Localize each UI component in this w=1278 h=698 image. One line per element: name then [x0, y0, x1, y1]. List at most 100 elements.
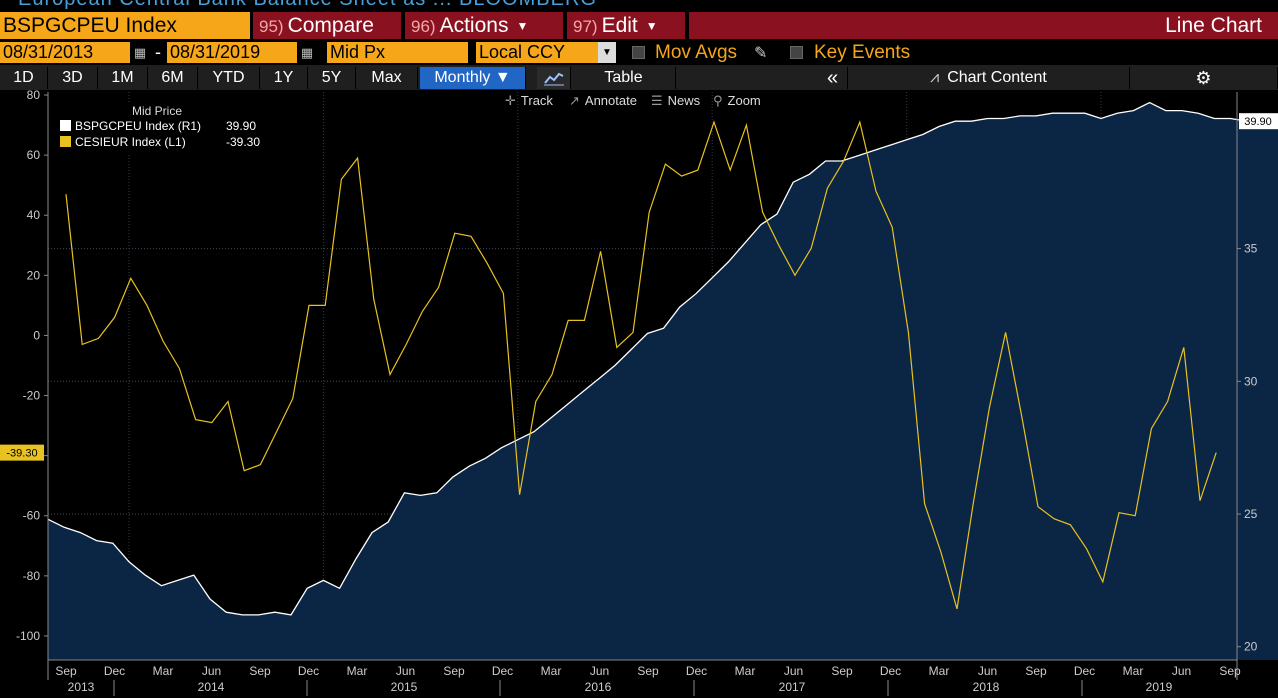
zoom-tool[interactable]: ⚲ Zoom [713, 91, 761, 111]
range-1d-button[interactable]: 1D [0, 67, 48, 89]
end-calendar-icon[interactable]: ▦ [300, 45, 314, 60]
price-field-select[interactable]: Mid Px [327, 42, 468, 63]
table-button[interactable]: Table [572, 67, 676, 89]
left-tick-label: 40 [27, 208, 41, 222]
range-3d-button[interactable]: 3D [48, 67, 98, 89]
mov-avgs-checkbox[interactable] [632, 46, 645, 59]
range-1m-button[interactable]: 1M [98, 67, 148, 89]
x-tick-label: Jun [202, 664, 221, 678]
actions-menu-button[interactable]: 96) Actions ▼ [405, 12, 563, 39]
right-tick-label: 35 [1244, 242, 1258, 256]
ticker-input[interactable]: BSPGCPEU Index [0, 12, 250, 39]
currency-select[interactable]: Local CCY [476, 42, 598, 63]
chart-content-icon: ⩘ [930, 69, 940, 86]
x-tick-label: Dec [104, 664, 125, 678]
line-chart-icon[interactable] [537, 67, 571, 89]
date-separator: - [155, 42, 161, 62]
x-tick-label: Jun [1172, 664, 1191, 678]
currency-dropdown-icon[interactable]: ▼ [598, 42, 616, 63]
x-tick-label: Jun [978, 664, 997, 678]
legend-swatch-white [60, 120, 71, 131]
legend-value: 39.90 [226, 119, 257, 133]
left-tick-label: 60 [27, 148, 41, 162]
annotate-icon: ↗ [569, 93, 580, 108]
left-tick-label: 0 [33, 328, 40, 342]
left-tick-label: -80 [23, 569, 41, 583]
range-toolbar: 1D 3D 1M 6M YTD 1Y 5Y Max Monthly ▼ Tabl… [0, 65, 1278, 90]
x-year-label: 2014 [198, 680, 225, 694]
range-1y-button[interactable]: 1Y [260, 67, 308, 89]
news-label: News [667, 93, 701, 108]
annotate-label: Annotate [584, 93, 637, 108]
x-year-label: 2018 [973, 680, 1000, 694]
track-icon: ✛ [505, 93, 516, 108]
x-tick-label: Dec [880, 664, 901, 678]
x-tick-label: Sep [55, 664, 77, 678]
left-tick-label: -20 [23, 389, 41, 403]
actions-number: 96) [411, 17, 436, 36]
start-calendar-icon[interactable]: ▦ [133, 45, 147, 60]
compare-label: Compare [287, 14, 374, 37]
annotate-tool[interactable]: ↗ Annotate [569, 91, 637, 111]
window-title-strip: European Central Bank Balance Sheet as .… [0, 0, 1278, 11]
compare-number: 95) [259, 17, 284, 36]
settings-gear-icon[interactable]: ⚙ [1130, 67, 1278, 89]
edit-label: Edit [601, 14, 638, 37]
x-tick-label: Jun [590, 664, 609, 678]
period-select[interactable]: Monthly ▼ [420, 67, 526, 89]
legend-item-cesieur[interactable]: CESIEUR Index (L1) -39.30 [60, 135, 260, 150]
chart-legend: Mid Price BSPGCPEU Index (R1) 39.90 CESIE… [56, 103, 266, 153]
right-last-value: 39.90 [1244, 116, 1272, 128]
legend-swatch-yellow [60, 136, 71, 147]
title-bar-fill [689, 12, 1278, 39]
cesieur-line [65, 120, 1217, 610]
compare-button[interactable]: 95) Compare [253, 12, 401, 39]
collapse-icon[interactable]: « [818, 67, 848, 89]
key-events-label[interactable]: Key Events [814, 42, 911, 63]
bspgcpeu-series-line [47, 101, 1278, 616]
edit-menu-button[interactable]: 97) Edit ▼ [567, 12, 685, 39]
chart-type-label[interactable]: Line Chart [1165, 14, 1262, 37]
start-date-field[interactable]: 08/31/2013 [0, 42, 130, 63]
mov-avgs-label[interactable]: Mov Avgs [655, 42, 738, 63]
x-year-label: 2013 [68, 680, 95, 694]
key-events-checkbox[interactable] [790, 46, 803, 59]
x-tick-label: Jun [784, 664, 803, 678]
parameter-bar: 08/31/2013 ▦ - 08/31/2019 ▦ Mid Px Local… [0, 40, 1278, 65]
track-tool[interactable]: ✛ Track [505, 91, 553, 111]
window-title: European Central Bank Balance Sheet as .… [18, 0, 597, 11]
x-year-label: 2019 [1146, 680, 1173, 694]
x-tick-label: Mar [541, 664, 562, 678]
pencil-icon[interactable]: ✎ [754, 45, 768, 62]
right-tick-label: 30 [1244, 374, 1258, 388]
chart-content-label: Chart Content [947, 69, 1047, 86]
left-last-value-flag [0, 444, 44, 461]
x-tick-label: Sep [249, 664, 271, 678]
legend-item-bspgcpeu[interactable]: BSPGCPEU Index (R1) 39.90 [60, 119, 256, 134]
left-tick-label: 80 [27, 90, 41, 102]
range-5y-button[interactable]: 5Y [308, 67, 356, 89]
x-tick-label: Dec [298, 664, 319, 678]
line-chart[interactable]: 806040200-20-40-60-80-1003530252039.90-3… [0, 90, 1278, 698]
x-tick-label: Sep [1025, 664, 1047, 678]
chart-content-button[interactable]: ⩘ Chart Content [848, 67, 1130, 89]
x-tick-label: Jun [396, 664, 415, 678]
range-ytd-button[interactable]: YTD [198, 67, 260, 89]
range-max-button[interactable]: Max [356, 67, 418, 89]
end-date-field[interactable]: 08/31/2019 [167, 42, 297, 63]
left-last-value: -39.30 [6, 448, 37, 460]
zoom-label: Zoom [727, 93, 761, 108]
left-tick-label: -60 [23, 509, 41, 523]
edit-caret-icon: ▼ [645, 18, 658, 33]
x-year-label: 2017 [779, 680, 806, 694]
left-tick-label: 20 [27, 268, 41, 282]
x-tick-label: Dec [1074, 664, 1095, 678]
legend-value: -39.30 [226, 135, 261, 149]
news-icon: ☰ [651, 93, 663, 108]
x-tick-label: Sep [637, 664, 659, 678]
news-tool[interactable]: ☰ News [651, 91, 700, 111]
legend-label: CESIEUR Index (L1) [75, 135, 186, 149]
range-6m-button[interactable]: 6M [148, 67, 198, 89]
x-tick-label: Sep [443, 664, 465, 678]
x-tick-label: Mar [1123, 664, 1144, 678]
